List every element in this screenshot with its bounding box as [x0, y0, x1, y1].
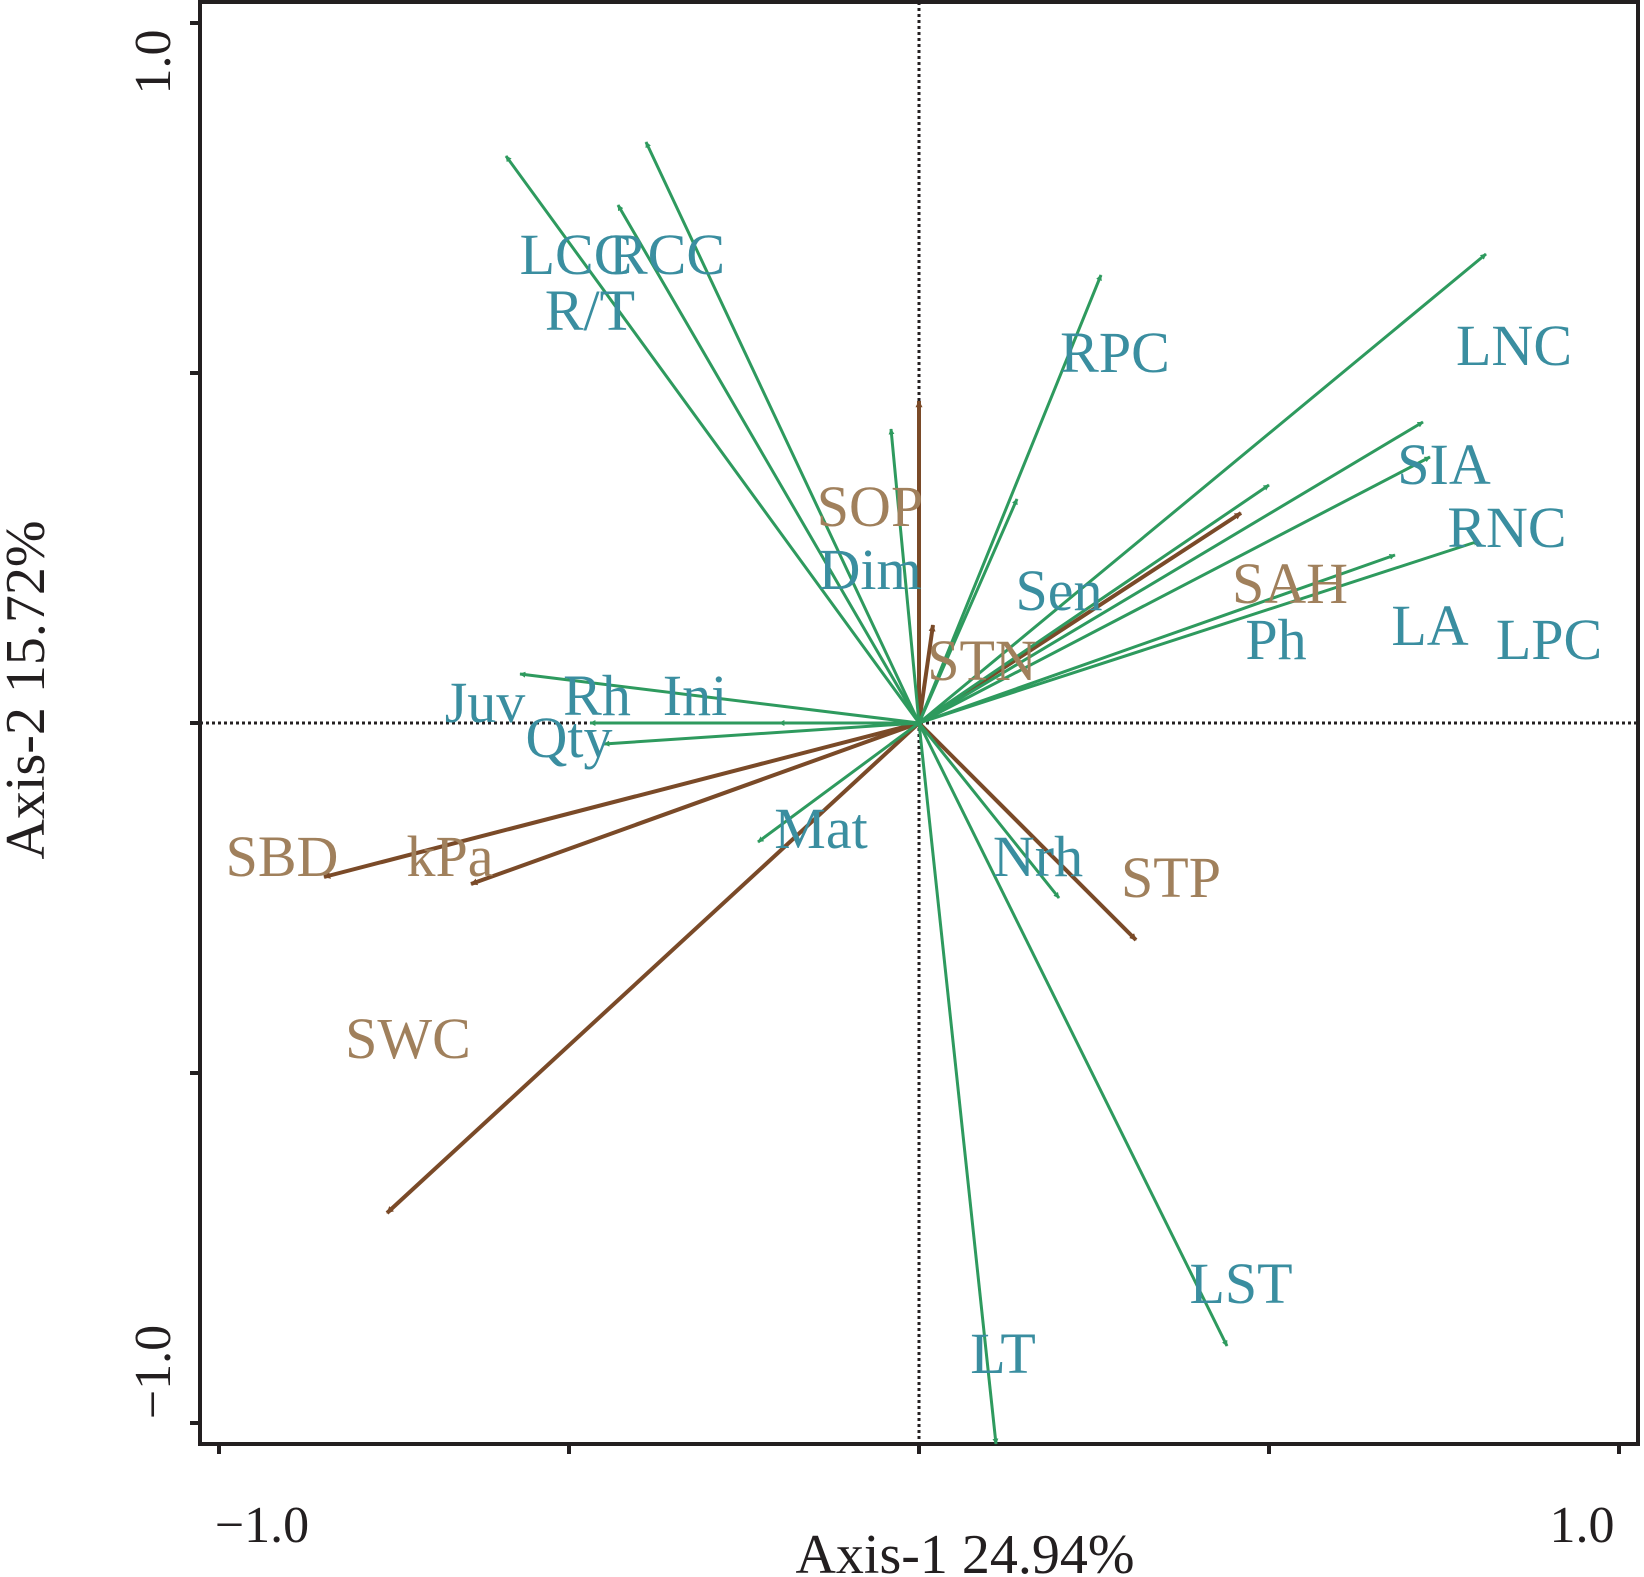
y-tick-label-min: −1.0: [125, 1325, 182, 1419]
trait-vector-rpc: [917, 274, 1103, 724]
trait-label-ph: Ph: [1245, 607, 1306, 672]
environment-label-sbd: SBD: [226, 824, 339, 889]
x-axis-title: Axis-1 24.94%: [795, 1524, 1134, 1577]
environment-label-stn: STN: [927, 628, 1037, 693]
x-tick-label-max: 1.0: [1550, 1497, 1615, 1554]
trait-label-lnc: LNC: [1456, 313, 1572, 378]
trait-vector-rt: [616, 204, 921, 724]
trait-label-sia: SIA: [1397, 432, 1491, 497]
trait-vector-nrh: [917, 722, 1061, 899]
trait-vector-qty: [603, 721, 920, 747]
environment-vector-stp: [917, 721, 1138, 942]
trait-vector-juv: [519, 671, 920, 725]
trait-label-rt: R/T: [545, 278, 635, 343]
trait-label-juv: Juv: [445, 670, 526, 735]
trait-label-qty: Qty: [526, 705, 613, 770]
trait-vector-lnc: [918, 252, 1487, 725]
trait-label-nrh: Nrh: [993, 824, 1083, 889]
trait-label-mat: Mat: [774, 796, 867, 861]
trait-label-rcc: RCC: [609, 222, 725, 287]
vector-layer: [323, 141, 1487, 1445]
trait-vector-sen: [917, 498, 1019, 724]
trait-vector-rnc: [918, 455, 1431, 725]
trait-label-rpc: RPC: [1060, 320, 1170, 385]
trait-label-rnc: RNC: [1447, 495, 1566, 560]
environment-label-sop: SOP: [817, 474, 923, 539]
trait-vector-mat: [757, 721, 920, 844]
trait-label-lst: LST: [1189, 1251, 1292, 1316]
trait-label-ini: Ini: [663, 663, 727, 728]
axis-ticks: [190, 21, 1621, 1454]
trait-label-dim: Dim: [818, 537, 921, 602]
y-axis-title: Axis-2 15.72%: [0, 520, 57, 859]
y-tick-label-max: 1.0: [125, 30, 182, 95]
trait-vector-lpc: [918, 539, 1480, 725]
trait-label-lcc: LCC: [520, 222, 633, 287]
trait-label-sen: Sen: [1016, 558, 1103, 623]
trait-vector-lt: [917, 722, 999, 1445]
trait-vector-la: [918, 553, 1396, 725]
environment-label-kpa: kPa: [407, 824, 494, 889]
environment-vector-swc: [385, 721, 921, 1215]
trait-vector-ph: [918, 483, 1270, 725]
trait-vector-lst: [917, 722, 1229, 1347]
trait-vector-rcc: [644, 141, 921, 724]
environment-label-stp: STP: [1121, 845, 1221, 910]
trait-vector-lcc: [504, 155, 921, 724]
environment-label-swc: SWC: [345, 1006, 471, 1071]
environment-label-sah: SAH: [1232, 551, 1348, 616]
trait-label-rh: Rh: [563, 663, 631, 728]
x-tick-label-min: −1.0: [215, 1497, 309, 1554]
trait-vector-dim: [888, 428, 921, 724]
trait-vector-sia: [918, 420, 1424, 725]
trait-label-la: LA: [1391, 593, 1468, 658]
environment-vector-stn: [917, 624, 936, 724]
environment-vector-sbd: [323, 721, 920, 879]
environment-vector-kpa: [470, 721, 920, 886]
trait-label-lpc: LPC: [1496, 607, 1602, 672]
trait-label-lt: LT: [970, 1321, 1036, 1386]
